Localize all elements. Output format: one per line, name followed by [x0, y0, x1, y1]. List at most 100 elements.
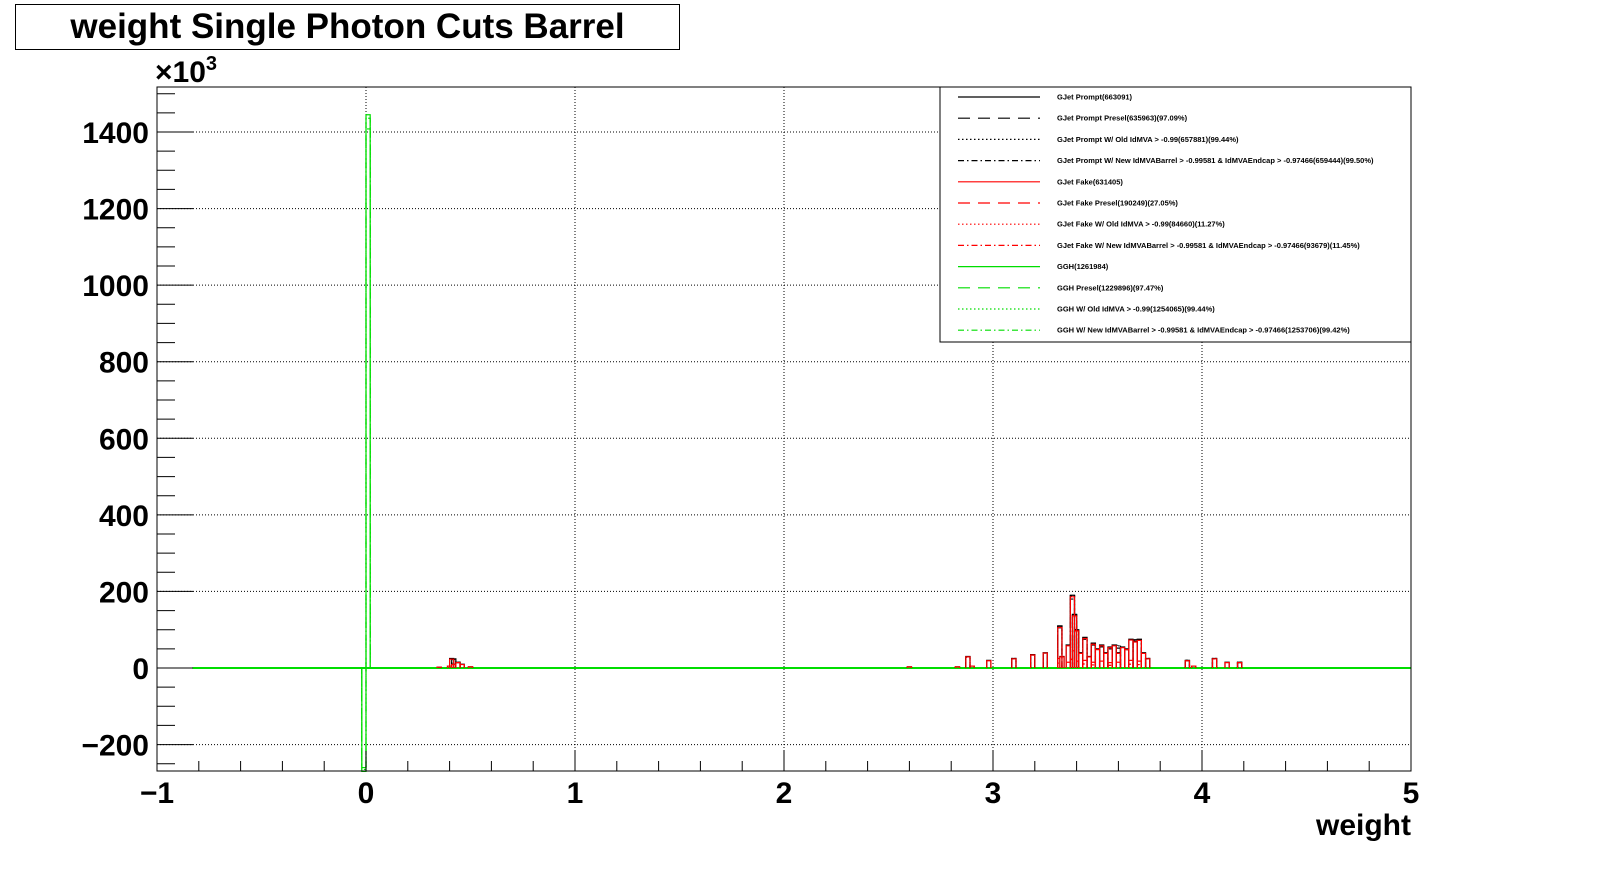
histogram-bin	[1144, 658, 1151, 668]
histogram-bin	[1030, 654, 1036, 668]
histogram-bin	[365, 114, 371, 668]
histogram-bin	[459, 663, 465, 668]
histogram-bin	[1211, 657, 1218, 668]
histogram-bin	[1065, 644, 1071, 668]
histogram-bin	[1090, 642, 1097, 668]
histogram-bin	[1011, 657, 1017, 668]
legend-entry-label: GGH(1261984)	[1057, 262, 1109, 271]
histogram-bin	[1011, 658, 1017, 668]
histogram-bin	[1073, 660, 1080, 668]
histogram-bin	[1086, 655, 1092, 668]
histogram-bin	[1115, 645, 1122, 668]
multiplier-exponent: 3	[206, 53, 217, 75]
histogram-bin	[1073, 630, 1080, 668]
histogram-bin	[1011, 657, 1017, 668]
histogram-bin	[965, 656, 971, 668]
histogram-bin	[1119, 647, 1126, 668]
histogram-bin	[1132, 640, 1138, 668]
histogram-bin	[1132, 641, 1138, 668]
histogram-bin	[1078, 652, 1084, 668]
series-2	[451, 595, 1243, 668]
histogram-bin	[906, 666, 913, 668]
histogram-bin	[1098, 644, 1105, 668]
histogram-bin	[1098, 645, 1105, 668]
histogram-bin	[1030, 654, 1036, 668]
histogram-bin	[969, 665, 975, 668]
histogram-bin	[1107, 664, 1113, 668]
histogram-bin	[1057, 625, 1063, 668]
histogram-bin	[436, 666, 442, 668]
y-tick-label: 400	[99, 500, 149, 533]
histogram-bin	[1211, 658, 1218, 668]
legend-box	[939, 86, 1412, 343]
histogram-bin	[1184, 660, 1191, 668]
histogram-bin	[1030, 654, 1036, 668]
histogram-bin	[361, 668, 367, 769]
histogram-bin	[1065, 645, 1071, 668]
histogram-bin	[1136, 639, 1142, 668]
histogram-bin	[1011, 657, 1017, 668]
y-axis-multiplier: ×103	[155, 53, 217, 89]
histogram-bin	[1136, 639, 1142, 668]
y-tick-label: −200	[81, 730, 149, 763]
histogram-bin	[1011, 658, 1017, 668]
histogram-bin	[1132, 639, 1138, 668]
legend-entry-label: GJet Fake Presel(190249)(27.05%)	[1057, 199, 1178, 208]
histogram-bin	[1094, 649, 1101, 668]
histogram-bin	[1042, 652, 1048, 668]
histogram-bin	[1057, 662, 1063, 668]
x-axis-label: weight	[1315, 809, 1411, 842]
histogram-bin	[1144, 657, 1151, 668]
series-1	[451, 598, 1243, 668]
series-7	[1057, 658, 1142, 668]
chart-title-box: weight Single Photon Cuts Barrel	[15, 4, 680, 50]
histogram-bin	[1042, 652, 1048, 668]
histogram-bin	[965, 656, 971, 668]
histogram-bin	[361, 668, 367, 771]
histogram-bin	[361, 668, 367, 771]
histogram-bin	[1115, 661, 1122, 668]
series-3	[451, 595, 1243, 668]
histogram-bin	[1098, 646, 1105, 668]
legend-entry-label: GJet Prompt(663091)	[1057, 93, 1133, 102]
histogram-bin	[1115, 647, 1122, 668]
histogram-bin	[1184, 660, 1191, 668]
legend-entry-label: GJet Fake(631405)	[1057, 177, 1123, 186]
histogram-bin	[1094, 648, 1101, 668]
histogram-bin	[1090, 664, 1097, 668]
legend-entry-label: GJet Prompt W/ Old IdMVA > -0.99(657881)…	[1057, 135, 1239, 144]
histogram-bin	[1184, 659, 1191, 668]
histogram-bin	[1224, 662, 1230, 668]
histogram-bin	[361, 668, 367, 772]
histogram-bin	[1098, 645, 1105, 668]
histogram-bin	[1082, 663, 1088, 668]
histogram-bin	[1071, 615, 1078, 668]
histogram-bin	[365, 117, 371, 668]
histogram-bin	[1140, 652, 1147, 668]
chart-title: weight Single Photon Cuts Barrel	[70, 7, 625, 46]
histogram-bin	[1124, 649, 1130, 668]
histogram-bin	[1124, 648, 1130, 668]
histogram-bin	[1082, 637, 1088, 668]
histogram-bin	[1132, 640, 1138, 668]
histogram-bin	[1211, 658, 1218, 668]
legend-entry-label: GJet Fake W/ New IdMVABarrel > -0.99581 …	[1057, 241, 1360, 250]
histogram-bin	[1073, 660, 1080, 668]
y-tick-label: 1400	[82, 117, 149, 150]
histogram-bin	[1111, 645, 1117, 668]
legend-entry-label: GJet Prompt Presel(635963)(97.09%)	[1057, 114, 1188, 123]
y-tick-label: 1000	[82, 270, 149, 303]
histogram-bin	[365, 128, 371, 668]
histogram-bin	[1136, 663, 1142, 668]
histogram-bin	[1042, 652, 1048, 668]
series-4	[436, 596, 1243, 668]
histogram-bin	[1103, 652, 1109, 668]
histogram-bin	[965, 655, 971, 668]
legend-entry-label: GGH W/ New IdMVABarrel > -0.99581 & IdMV…	[1057, 326, 1350, 335]
histogram-bin	[1030, 654, 1036, 668]
histogram-bin	[1078, 652, 1084, 668]
histogram-bin	[1030, 654, 1036, 668]
histogram-bin	[1124, 648, 1130, 668]
histogram-bin	[1057, 626, 1063, 668]
